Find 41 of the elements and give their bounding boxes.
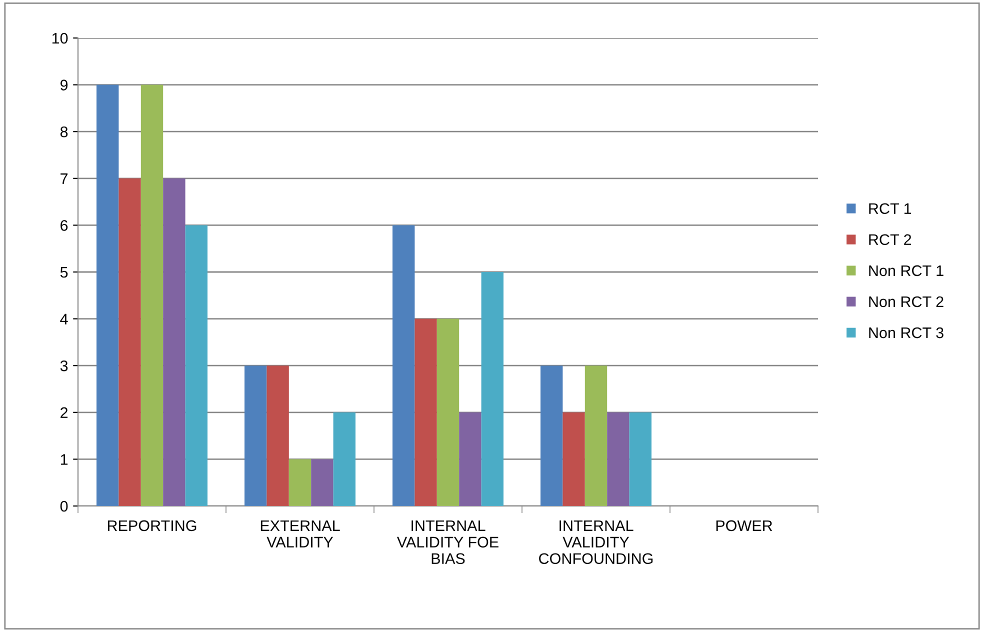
x-tick-label: REPORTING [108,520,196,532]
bar [392,225,415,506]
y-tick-label: 5 [60,267,68,278]
bar [333,412,356,506]
bar [414,318,437,506]
y-tick-label: 1 [60,454,68,465]
bar [185,225,208,506]
x-tick-label: INTERNAL VALIDITY FOE BIAS [396,520,498,564]
bar [288,459,312,506]
y-tick-label: 6 [60,220,68,231]
bar [607,412,630,506]
bar [481,272,504,506]
y-tick-label: 3 [60,360,68,372]
bar [266,366,289,506]
bar [163,178,186,506]
y-tick-label: 0 [60,500,68,512]
legend-label: Non RCT 1 [869,265,944,276]
y-tick-label: 4 [60,314,68,324]
bar [140,84,164,506]
bar [540,366,563,506]
legend-label: RCT 1 [869,203,912,214]
bar [311,459,334,506]
bar [584,366,608,506]
y-tick-label: 7 [60,173,68,184]
legend-label: Non RCT 3 [869,327,944,338]
legend-label: RCT 2 [869,234,912,246]
bar [459,412,482,506]
bar [96,84,119,506]
x-tick-label: INTERNAL VALIDITY CONFOUNDING [539,520,653,564]
y-tick-label: 10 [52,32,68,44]
y-tick-label: 9 [60,80,68,90]
y-tick-label: 8 [60,126,68,138]
bar [118,178,141,506]
bar [562,412,585,506]
y-tick-label: 2 [60,407,68,418]
bar [629,412,652,506]
bar [436,318,460,506]
legend-label: Non RCT 2 [869,296,944,308]
x-tick-label: EXTERNAL VALIDITY [260,520,340,548]
bar [244,366,267,506]
x-tick-label: POWER [716,520,772,532]
